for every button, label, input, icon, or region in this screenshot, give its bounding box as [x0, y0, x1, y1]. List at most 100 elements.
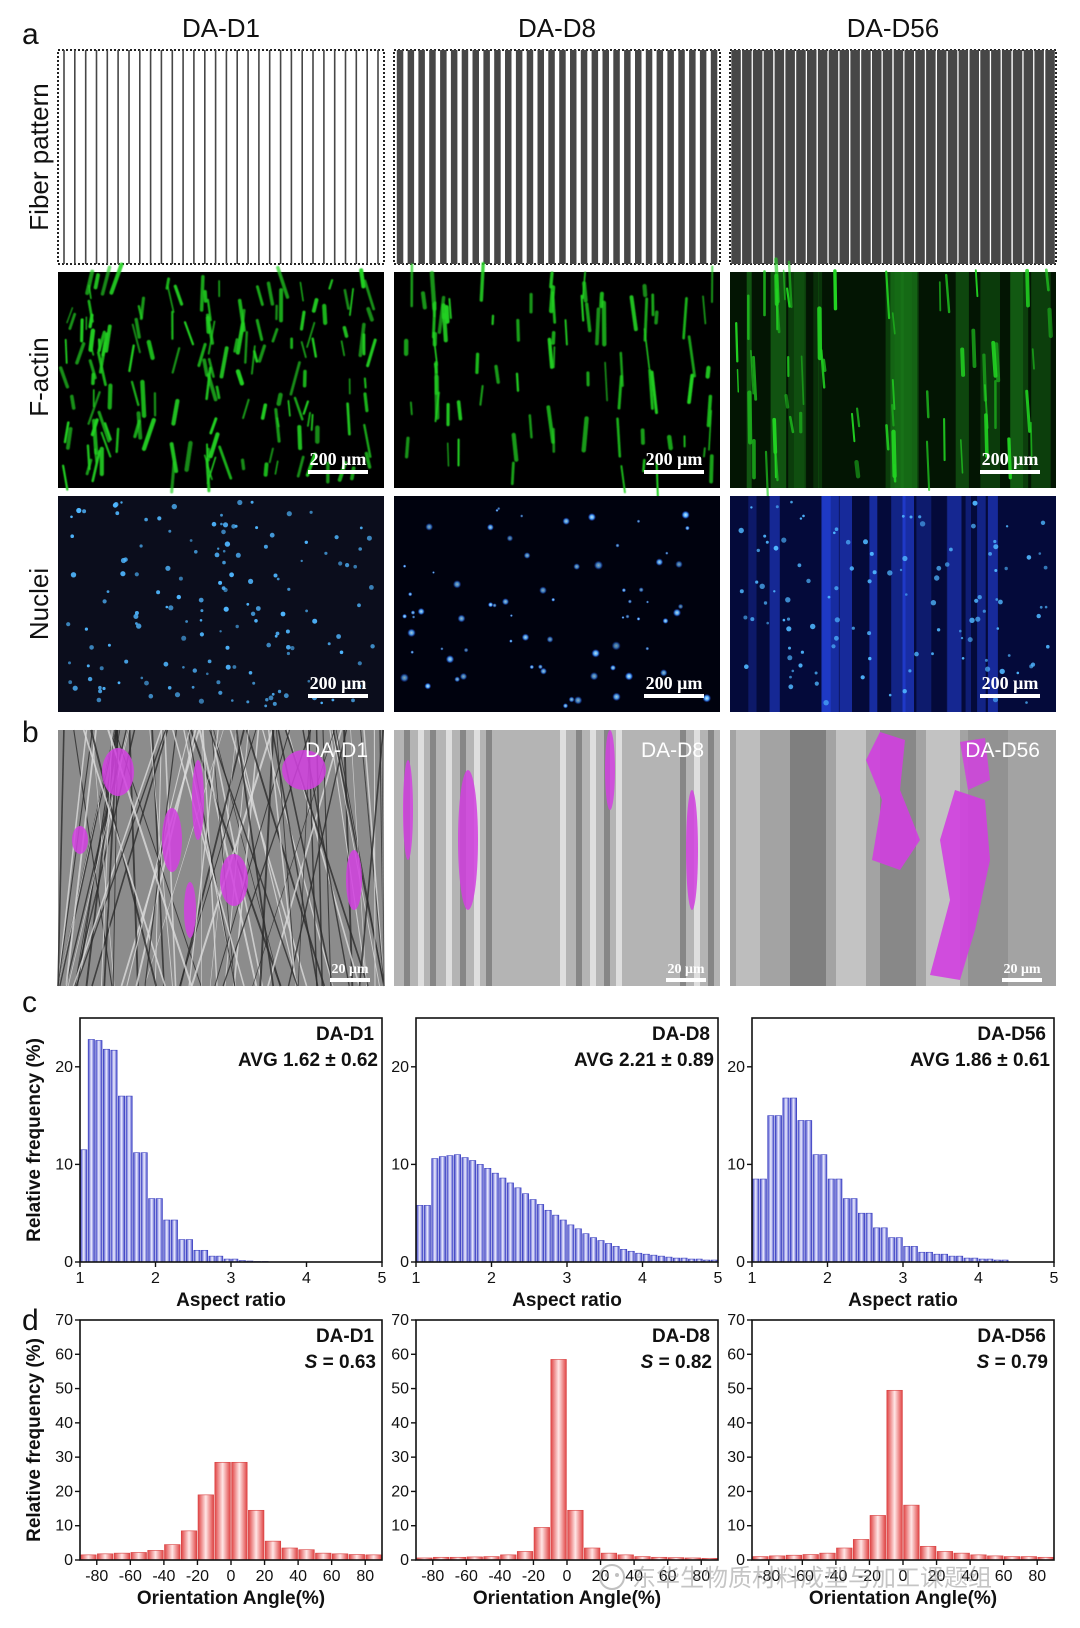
nucleus: [1007, 654, 1011, 657]
factin-fiber: [237, 298, 246, 332]
nucleus: [636, 617, 641, 621]
nucleus: [425, 523, 434, 531]
fiber-line: [947, 50, 958, 264]
nucleus: [192, 668, 197, 673]
nucleus: [495, 508, 499, 512]
factin-fiber: [432, 331, 438, 366]
nucleus: [831, 644, 836, 649]
nucleus: [1044, 605, 1048, 609]
sem-fiber: [57, 729, 93, 987]
bar: [550, 1359, 567, 1561]
bar: [842, 1198, 850, 1263]
nucleus: [70, 572, 77, 578]
y-tick-label: 50: [727, 1381, 745, 1398]
factin-fiber: [1044, 268, 1050, 292]
nucleus: [220, 513, 223, 517]
factin-fiber: [358, 322, 366, 358]
sem-image-d56: DA-D56 20 μm: [730, 730, 1056, 986]
bar: [820, 1154, 828, 1263]
bar: [521, 1193, 529, 1263]
sem-fiber: [590, 730, 596, 986]
factin-fiber: [366, 307, 374, 322]
x-axis-title: Aspect ratio: [848, 1290, 958, 1311]
nucleus: [573, 696, 583, 705]
nucleus: [759, 583, 765, 589]
fiber-line: [591, 50, 599, 264]
factin-fiber: [747, 390, 753, 445]
bar: [248, 1509, 265, 1561]
factin-fiber: [343, 288, 350, 310]
factin-fiber: [139, 296, 146, 321]
x-axis-title: Orientation Angle(%): [473, 1588, 661, 1609]
bar: [567, 1224, 575, 1263]
fiber-line: [774, 50, 785, 264]
bar: [790, 1097, 797, 1263]
fiber-glow: [965, 496, 971, 712]
nucleus: [523, 552, 531, 559]
nucleus: [218, 690, 223, 695]
factin-fiber: [260, 403, 268, 420]
nucleus: [766, 621, 769, 625]
nucleus: [845, 539, 851, 545]
sem-fiber: [486, 730, 492, 986]
factin-fiber: [235, 369, 245, 386]
y-tick-label: 10: [55, 1518, 73, 1535]
factin-fiber: [146, 339, 155, 361]
factin-fiber: [253, 350, 259, 363]
factin-fiber: [131, 323, 141, 354]
y-tick-label: 20: [727, 1059, 745, 1076]
nucleus: [181, 635, 187, 641]
factin-fiber: [642, 283, 648, 298]
y-tick-label: 0: [64, 1254, 73, 1271]
bar: [635, 1252, 643, 1263]
factin-fiber: [88, 313, 94, 329]
fiber-line: [635, 50, 642, 264]
fiber-line: [689, 50, 696, 264]
nucleus: [357, 661, 362, 666]
factin-fiber: [87, 391, 101, 425]
factin-fiber: [100, 431, 112, 458]
factin-fiber: [255, 318, 264, 341]
fiber-line: [377, 50, 379, 264]
x-tick-label: 4: [974, 1270, 983, 1287]
factin-fiber: [479, 262, 485, 302]
factin-fiber: [209, 417, 218, 435]
factin-fiber: [580, 294, 585, 322]
fiber-line: [236, 50, 238, 264]
factin-fiber: [75, 342, 86, 365]
bar: [461, 1157, 469, 1263]
nucleus: [336, 634, 341, 639]
y-tick-label: 40: [391, 1415, 409, 1432]
nucleus: [407, 628, 416, 638]
factin-fiber: [885, 424, 890, 451]
nucleus: [1040, 520, 1046, 525]
factin-fiber: [655, 460, 659, 498]
bar: [650, 1254, 658, 1263]
nucleus: [681, 510, 690, 520]
factin-fiber: [233, 338, 239, 353]
factin-fiber: [437, 295, 446, 334]
nucleus: [949, 547, 953, 552]
factin-fiber: [136, 411, 143, 440]
factin-fiber: [218, 445, 233, 480]
nucleus: [231, 699, 234, 702]
scale-label: 200 μm: [982, 673, 1039, 693]
sem-fiber: [616, 730, 622, 986]
bar: [499, 1177, 507, 1263]
fiber-line: [882, 50, 893, 264]
nucleus: [286, 511, 292, 517]
sem-fiber: [287, 729, 348, 987]
nucleus: [123, 557, 128, 562]
bar: [80, 1149, 88, 1263]
sem-fiber: [179, 729, 257, 987]
x-tick-label: -40: [488, 1568, 511, 1585]
sem-fiber: [790, 730, 826, 986]
factin-fiber: [235, 322, 245, 355]
nucleus: [977, 595, 982, 600]
x-tick-label: 4: [302, 1270, 311, 1287]
nucleus: [86, 664, 90, 668]
nucleus: [930, 600, 937, 606]
nucleus: [539, 586, 547, 595]
factin-fiber: [564, 319, 568, 346]
y-tick-label: 0: [64, 1552, 73, 1569]
